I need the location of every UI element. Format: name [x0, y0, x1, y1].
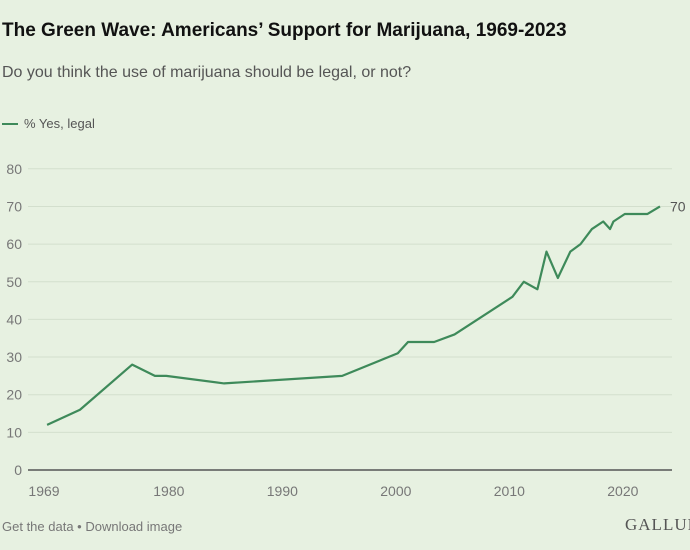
download-image-link[interactable]: Download image — [85, 519, 183, 534]
legend: % Yes, legal — [2, 116, 95, 131]
y-tick-label: 50 — [6, 274, 22, 290]
y-tick-label: 10 — [6, 424, 22, 440]
x-tick-label: 1990 — [267, 483, 298, 499]
legend-swatch — [2, 122, 18, 125]
y-tick-label: 80 — [6, 161, 22, 177]
legend-label: % Yes, legal — [24, 116, 95, 131]
y-tick-label: 20 — [6, 387, 22, 403]
chart-subtitle: Do you think the use of marijuana should… — [2, 64, 412, 81]
series-line — [46, 205, 661, 426]
y-tick-label: 60 — [6, 236, 22, 252]
gallup-logo: GALLUP — [625, 515, 690, 534]
get-data-link[interactable]: Get the data — [2, 519, 74, 534]
footer: Get the data • Download image — [2, 519, 182, 534]
x-tick-label: 2020 — [607, 483, 638, 499]
x-tick-label: 1969 — [28, 483, 59, 499]
y-tick-label: 70 — [6, 198, 22, 214]
y-tick-label: 40 — [6, 311, 22, 327]
chart-title: The Green Wave: Americans’ Support for M… — [2, 20, 567, 41]
x-tick-label: 2000 — [380, 483, 411, 499]
footer-separator: • — [73, 519, 86, 534]
y-tick-label: 0 — [14, 462, 22, 478]
end-value-label: 70 — [670, 198, 686, 214]
y-tick-label: 30 — [6, 349, 22, 365]
x-tick-label: 1980 — [153, 483, 184, 499]
x-tick-label: 2010 — [494, 483, 525, 499]
